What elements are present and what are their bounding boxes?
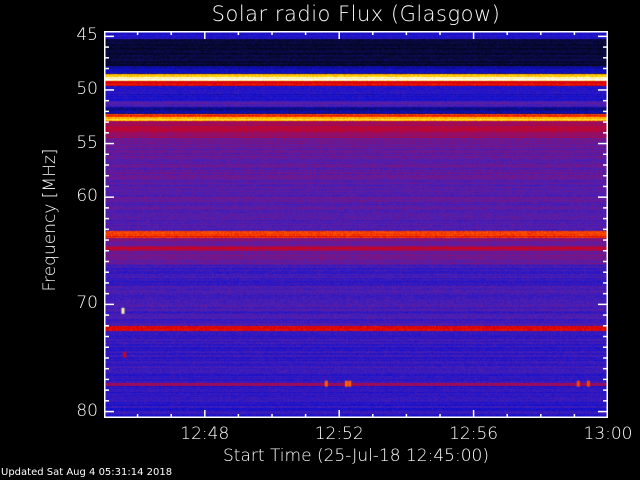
x-tick-label: 12:52 xyxy=(314,424,364,444)
x-axis-label: Start Time (25-Jul-18 12:45:00) xyxy=(223,446,489,466)
x-tick-label: 12:48 xyxy=(180,424,230,444)
y-tick-label: 60 xyxy=(76,186,98,207)
x-tick-label: 13:00 xyxy=(583,424,633,444)
y-tick-label: 50 xyxy=(76,78,98,99)
x-tick-label: 12:56 xyxy=(449,424,499,444)
chart-title: Solar radio Flux (Glasgow) xyxy=(211,2,501,26)
spectrogram-plot-area xyxy=(104,31,608,418)
y-tick-label: 70 xyxy=(76,293,98,314)
y-tick-label: 45 xyxy=(76,25,98,46)
y-tick-label: 55 xyxy=(76,132,98,153)
axes-frame xyxy=(104,31,608,418)
spectrogram-heatmap xyxy=(104,31,608,418)
updated-timestamp: Updated Sat Aug 4 05:31:14 2018 xyxy=(1,467,173,478)
plot-frame xyxy=(104,31,608,418)
y-tick-label: 80 xyxy=(76,400,98,421)
y-axis-label: Frequency [MHz] xyxy=(40,148,60,292)
